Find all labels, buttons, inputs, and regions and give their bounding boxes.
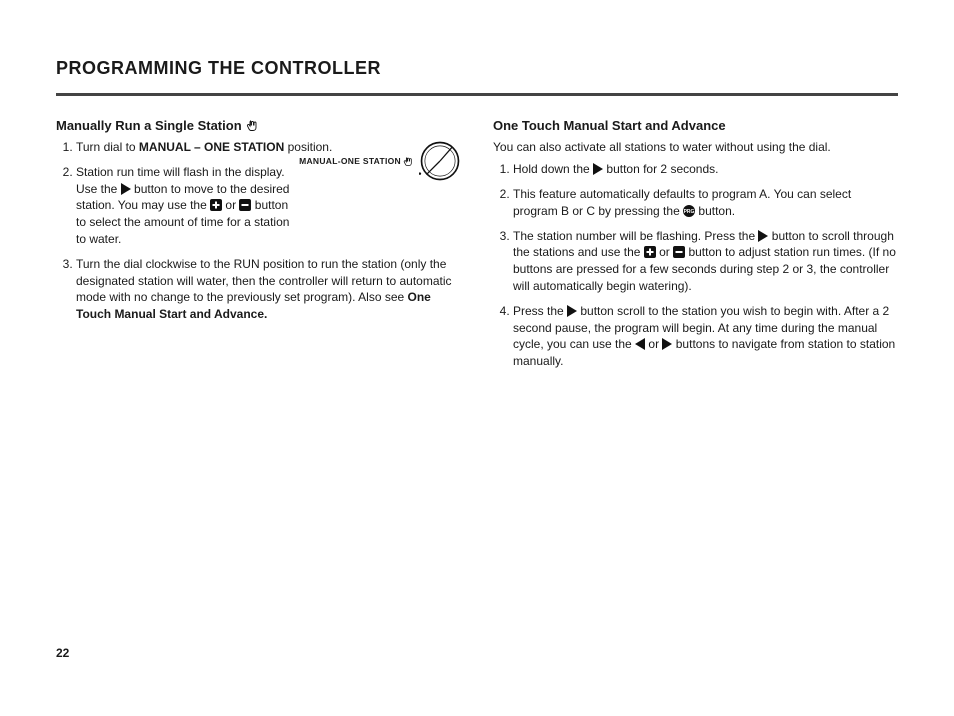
- text: Press the: [513, 304, 567, 318]
- left-column: Manually Run a Single Station MANUAL-ONE…: [56, 118, 461, 378]
- right-arrow-icon: [758, 230, 768, 242]
- dial-label-text: MANUAL-ONE STATION: [299, 156, 401, 166]
- list-item: This feature automatically defaults to p…: [513, 186, 898, 220]
- dial-icon: [419, 140, 461, 182]
- page-number: 22: [56, 646, 69, 660]
- text: Turn the dial clockwise to the RUN posit…: [76, 257, 452, 305]
- right-heading-text: One Touch Manual Start and Advance: [493, 118, 726, 133]
- minus-icon: [673, 246, 685, 258]
- text: or: [222, 198, 239, 212]
- right-arrow-icon: [593, 163, 603, 175]
- text: button.: [695, 204, 735, 218]
- right-arrow-icon: [662, 338, 672, 350]
- list-item: Hold down the button for 2 seconds.: [513, 161, 898, 178]
- right-column: One Touch Manual Start and Advance You c…: [493, 118, 898, 378]
- dial-label: MANUAL-ONE STATION: [299, 156, 413, 167]
- text: or: [656, 245, 673, 259]
- text: button for 2 seconds.: [603, 162, 718, 176]
- list-item: Turn the dial clockwise to the RUN posit…: [76, 256, 461, 323]
- list-item: The station number will be flashing. Pre…: [513, 228, 898, 295]
- text: Hold down the: [513, 162, 593, 176]
- dial-figure: MANUAL-ONE STATION: [301, 140, 461, 182]
- left-arrow-icon: [635, 338, 645, 350]
- hand-icon: [403, 156, 413, 167]
- right-arrow-icon: [121, 183, 131, 195]
- left-heading: Manually Run a Single Station: [56, 118, 461, 133]
- hand-icon: [246, 119, 258, 132]
- right-intro: You can also activate all stations to wa…: [493, 139, 898, 155]
- text: The station number will be flashing. Pre…: [513, 229, 758, 243]
- right-arrow-icon: [567, 305, 577, 317]
- minus-icon: [239, 199, 251, 211]
- section-divider: [56, 93, 898, 96]
- plus-icon: [210, 199, 222, 211]
- page-title: PROGRAMMING THE CONTROLLER: [56, 58, 898, 79]
- right-heading: One Touch Manual Start and Advance: [493, 118, 898, 133]
- content-columns: Manually Run a Single Station MANUAL-ONE…: [56, 118, 898, 378]
- plus-icon: [644, 246, 656, 258]
- right-steps: Hold down the button for 2 seconds. This…: [493, 161, 898, 370]
- left-heading-text: Manually Run a Single Station: [56, 118, 242, 133]
- text: Turn dial to: [76, 140, 139, 154]
- list-item: Press the button scroll to the station y…: [513, 303, 898, 370]
- text-bold: MANUAL – ONE STATION: [139, 140, 284, 154]
- text: or: [645, 337, 662, 351]
- prg-icon: [683, 205, 695, 217]
